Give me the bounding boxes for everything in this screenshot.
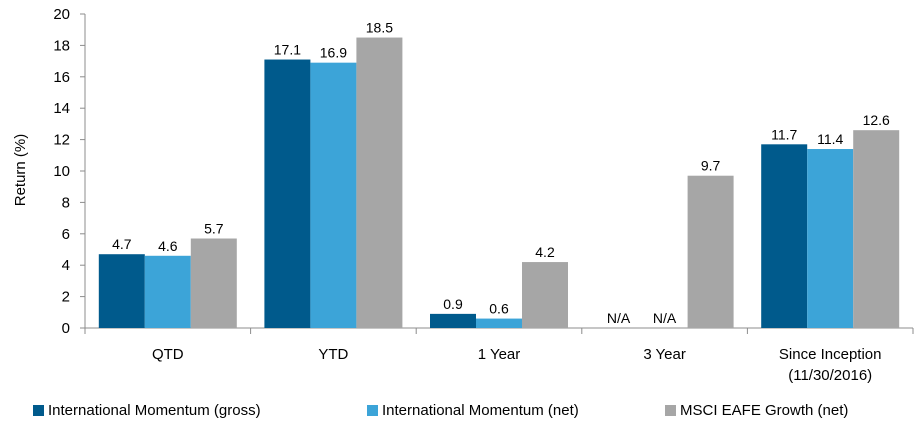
x-category-label: 3 Year [643,346,686,363]
y-axis-title: Return (%) [12,134,29,207]
data-label: 16.9 [320,45,347,61]
data-label: 0.9 [443,296,463,312]
bar [144,255,191,328]
legend-swatch [665,405,676,416]
y-tick-label: 16 [53,69,70,86]
bar [687,175,734,328]
data-label: 0.6 [489,301,509,317]
y-tick-label: 12 [53,132,70,149]
data-label: 11.4 [817,131,843,147]
x-category-label: 1 Year [478,346,521,363]
x-axis: QTD YTD 1 Year 3 Year Since Inception (11/30/… [84,328,914,384]
data-label: N/A [607,310,631,326]
y-tick-label: 4 [62,257,70,274]
legend-swatch [367,405,378,416]
data-label: 4.6 [158,238,178,254]
x-category-label: Since Inception [779,346,882,363]
data-label: 4.7 [112,236,132,252]
y-tick-label: 14 [53,100,70,117]
bar [310,62,357,329]
x-category-label: QTD [152,346,184,363]
data-label: 12.6 [863,112,890,128]
bar [98,254,145,328]
data-label: N/A [653,310,677,326]
y-tick-label: 10 [53,163,70,180]
data-label: 18.5 [366,20,393,36]
y-tick-label: 18 [53,37,70,54]
y-axis: 0 2 4 6 8 10 12 14 16 18 20 [53,6,85,337]
data-label: 11.7 [771,126,797,142]
legend: International Momentum (gross) Internatio… [33,402,848,419]
data-label: 4.2 [535,244,555,260]
bar [264,59,311,328]
y-tick-label: 8 [62,194,70,211]
bar [853,130,900,328]
bars [98,37,900,329]
legend-swatch [33,405,44,416]
legend-label: International Momentum (net) [382,402,579,419]
bar [522,262,568,328]
legend-label: MSCI EAFE Growth (net) [680,402,848,419]
x-category-label: (11/30/2016) [788,367,872,384]
y-tick-label: 20 [53,6,70,23]
data-labels: 4.7 4.6 5.7 17.1 16.9 18.5 0.9 0.6 4.2 N/A N/A 9.7 1… [112,20,890,326]
bar [356,37,403,329]
bar [190,238,237,328]
x-category-label: YTD [318,346,348,363]
bar [476,318,522,328]
y-tick-label: 0 [62,320,70,337]
data-label: 17.1 [274,42,301,58]
bar [807,149,854,328]
bar [761,144,808,328]
legend-label: International Momentum (gross) [48,402,261,419]
data-label: 5.7 [204,221,224,237]
data-label: 9.7 [701,158,721,174]
y-tick-label: 6 [62,226,70,243]
y-tick-label: 2 [62,289,70,306]
bar [430,313,476,328]
